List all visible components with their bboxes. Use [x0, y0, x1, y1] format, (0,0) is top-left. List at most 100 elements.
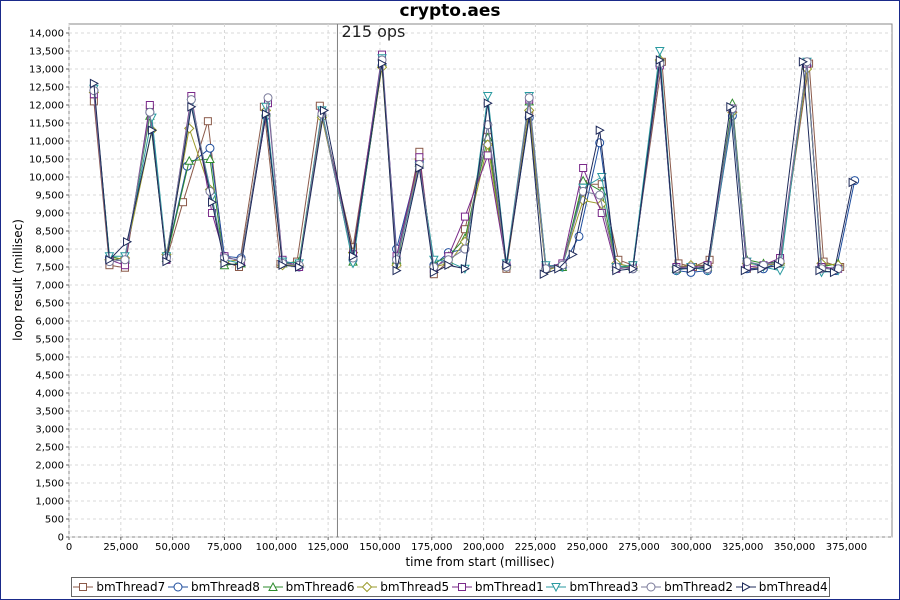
legend-item: bmThread5	[357, 580, 449, 594]
y-tick-label: 13,500	[29, 47, 64, 58]
data-point	[220, 258, 230, 269]
legend-swatch	[451, 583, 472, 591]
x-tick-label: 150,000	[359, 542, 400, 553]
data-point	[378, 58, 388, 69]
y-tick-label: 5,000	[35, 353, 64, 364]
grid-lines	[68, 24, 892, 538]
legend-swatch-marker	[457, 583, 466, 591]
data-point	[757, 263, 767, 274]
data-point	[237, 260, 247, 271]
data-point	[524, 93, 534, 103]
data-point	[525, 110, 535, 121]
y-tick-label: 8,500	[35, 227, 64, 238]
x-tick-label: 250,000	[567, 542, 608, 553]
legend-item: bmThread8	[167, 580, 260, 594]
data-point	[742, 257, 752, 267]
x-axis-ticks: 0 25,000 50,000 75,000 100,000 125,000 150,000…	[66, 537, 867, 553]
x-tick-label: 75,000	[207, 542, 242, 553]
x-tick-label: 300,000	[670, 542, 711, 553]
y-tick-label: 1,500	[35, 479, 64, 490]
data-point	[482, 92, 493, 102]
data-point	[655, 55, 665, 65]
series-bmThread4	[89, 55, 858, 280]
x-tick-label: 275,000	[618, 542, 659, 553]
x-tick-label: 225,000	[515, 542, 556, 553]
y-tick-label: 14,000	[29, 29, 64, 40]
data-point	[654, 47, 665, 57]
data-point	[278, 260, 288, 271]
data-point	[263, 93, 273, 103]
x-axis-label: time from start (millisec)	[405, 555, 554, 569]
legend-swatch	[546, 583, 567, 593]
data-point	[162, 256, 172, 267]
series-layer	[88, 47, 860, 280]
legend-swatch-marker	[79, 583, 88, 591]
legend-swatch-marker	[267, 581, 278, 591]
x-tick-label: 375,000	[826, 542, 867, 553]
legend-label: bmThread1	[474, 580, 544, 594]
y-tick-label: 3,500	[35, 407, 64, 418]
legend-label: bmThread7	[96, 580, 166, 594]
data-point	[261, 102, 271, 112]
x-tick-label: 175,000	[411, 542, 452, 553]
data-point	[703, 262, 713, 272]
y-tick-label: 5,500	[35, 335, 64, 346]
x-tick-label: 325,000	[722, 542, 763, 553]
annotation-marker: 215 ops	[336, 22, 405, 537]
data-point	[773, 260, 784, 271]
data-point	[184, 155, 195, 165]
legend-label: bmThread3	[569, 580, 639, 594]
x-tick-label: 25,000	[103, 542, 138, 553]
data-point	[392, 265, 402, 276]
data-point	[145, 107, 155, 117]
data-point	[568, 249, 578, 260]
y-tick-label: 6,000	[35, 317, 64, 328]
y-tick-label: 3,000	[35, 425, 64, 436]
legend-swatch	[357, 581, 378, 593]
data-point	[595, 125, 605, 136]
legend-swatch-marker	[551, 583, 562, 593]
data-point	[145, 101, 154, 109]
y-tick-label: 9,500	[35, 191, 64, 202]
data-point	[444, 260, 454, 271]
data-point	[349, 251, 359, 262]
data-point	[578, 186, 588, 196]
data-point	[120, 255, 130, 265]
y-tick-label: 11,000	[29, 137, 64, 148]
y-tick-label: 2,000	[35, 461, 64, 472]
y-tick-label: 11,500	[29, 119, 64, 130]
legend-item: bmThread6	[262, 580, 355, 594]
data-point	[415, 153, 424, 162]
data-point	[295, 262, 305, 272]
legend-label: bmThread8	[190, 580, 260, 594]
data-point	[89, 78, 99, 89]
y-tick-label: 9,000	[35, 209, 64, 220]
data-point	[740, 265, 750, 276]
legend-item: bmThread3	[546, 580, 638, 594]
y-tick-label: 12,000	[29, 101, 64, 112]
data-point	[460, 263, 471, 274]
y-tick-label: 4,500	[35, 371, 64, 382]
data-point	[539, 269, 549, 280]
data-point	[579, 164, 588, 172]
y-tick-label: 10,000	[29, 173, 64, 184]
x-tick-label: 200,000	[463, 542, 504, 553]
legend-swatch	[167, 582, 188, 592]
legend-item: bmThread4	[735, 580, 828, 594]
legend-swatch	[641, 582, 662, 592]
data-point	[686, 263, 696, 274]
data-point	[815, 265, 825, 276]
x-tick-label: 0	[66, 542, 72, 553]
data-point	[208, 197, 218, 208]
data-point	[261, 109, 272, 119]
legend-item: bmThread7	[73, 580, 165, 594]
y-tick-label: 13,000	[29, 65, 64, 76]
data-point	[596, 173, 607, 183]
data-point	[186, 95, 196, 105]
legend-swatch	[262, 581, 283, 591]
data-point	[105, 254, 115, 265]
legend-swatch-marker	[173, 582, 183, 592]
data-point	[203, 117, 212, 126]
legend-label: bmThread5	[380, 580, 450, 594]
